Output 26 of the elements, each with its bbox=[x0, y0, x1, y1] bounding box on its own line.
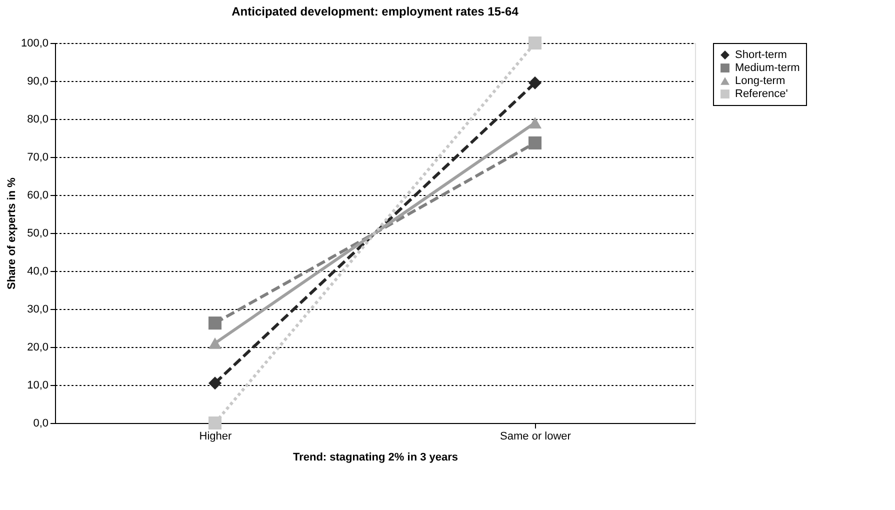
x-tick-label: Higher bbox=[199, 430, 232, 442]
point bbox=[528, 136, 542, 150]
y-tick-label: 30,0 bbox=[27, 304, 48, 316]
y-axis-title: Share of experts in % bbox=[6, 177, 18, 290]
y-tick-label: 80,0 bbox=[27, 114, 48, 126]
x-axis-title: Trend: stagnating 2% in 3 years bbox=[292, 452, 458, 464]
point bbox=[208, 416, 222, 430]
legend-label: Reference' bbox=[735, 88, 788, 100]
y-tick-label: 0,0 bbox=[33, 418, 48, 430]
legend-label: Medium-term bbox=[735, 62, 800, 74]
y-tick-label: 60,0 bbox=[27, 190, 48, 202]
y-tick-label: 20,0 bbox=[27, 342, 48, 354]
chart-title: Anticipated development: employment rates 15-64 bbox=[232, 4, 519, 18]
y-tick-label: 40,0 bbox=[27, 266, 48, 278]
point bbox=[528, 76, 542, 90]
legend-label: Short-term bbox=[735, 49, 787, 61]
legend-label: Long-term bbox=[735, 75, 786, 87]
point bbox=[208, 376, 222, 390]
y-tick-label: 90,0 bbox=[27, 76, 48, 88]
point bbox=[208, 316, 222, 330]
y-tick-label: 50,0 bbox=[27, 228, 48, 240]
y-tick-label: 100,0 bbox=[20, 38, 48, 50]
y-tick-label: 70,0 bbox=[27, 152, 48, 164]
point bbox=[528, 36, 542, 50]
y-tick-label: 10,0 bbox=[27, 380, 48, 392]
x-tick-label: Same or lower bbox=[500, 430, 572, 442]
